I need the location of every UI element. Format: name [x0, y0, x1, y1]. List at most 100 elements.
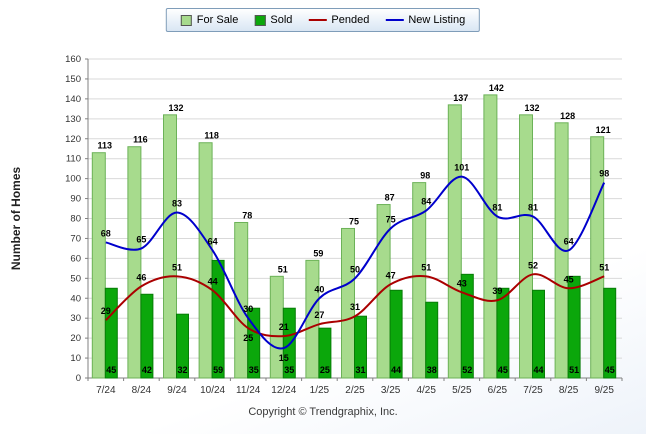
pended-value-label: 39 [492, 286, 502, 296]
new-listing-value-label: 64 [564, 236, 574, 246]
sold-value-label: 38 [427, 365, 437, 375]
pended-value-label: 27 [314, 310, 324, 320]
pended-value-label: 46 [136, 272, 146, 282]
y-tick-label: 110 [66, 154, 81, 165]
y-axis-title: Number of Homes [9, 167, 23, 271]
pended-value-label: 29 [101, 306, 111, 316]
new-listing-value-label: 68 [101, 228, 111, 238]
x-axis-label: 12/24 [271, 385, 296, 396]
for-sale-value-label: 75 [349, 216, 359, 226]
y-tick-label: 130 [65, 114, 81, 125]
new-listing-line [105, 175, 606, 350]
x-axis-label: 10/24 [200, 385, 225, 396]
sold-bar [389, 289, 403, 379]
sold-value-label: 45 [498, 365, 508, 375]
legend-label-for-sale: For Sale [196, 14, 239, 26]
x-axis-label: 2/25 [345, 385, 365, 396]
new-listing-value-label: 65 [136, 234, 146, 244]
x-axis-label: 8/24 [132, 385, 152, 396]
sold-value-label: 25 [320, 365, 330, 375]
y-tick-label: 160 [65, 54, 81, 65]
pended-line [105, 273, 605, 338]
x-axis-label: 3/25 [381, 385, 401, 396]
sold-value-label: 35 [284, 365, 294, 375]
for-sale-bar [91, 152, 106, 379]
legend-label-pended: Pended [331, 14, 370, 26]
sold-value-label: 44 [533, 365, 543, 375]
sold-value-label: 32 [177, 365, 187, 375]
legend-item-new-listing: New Listing [385, 14, 465, 26]
sold-value-label: 35 [249, 365, 259, 375]
pended-value-label: 45 [564, 274, 574, 284]
pended-line-swatch-icon [308, 19, 327, 21]
for-sale-value-label: 128 [560, 111, 575, 121]
for-sale-value-label: 142 [489, 83, 504, 93]
sold-value-label: 44 [391, 365, 401, 375]
for-sale-value-label: 113 [98, 141, 113, 151]
pended-value-label: 51 [599, 262, 609, 272]
for-sale-bar [447, 104, 462, 379]
new-listing-value-label: 15 [279, 353, 289, 363]
sold-swatch-icon [254, 14, 266, 26]
y-tick-label: 40 [70, 293, 81, 304]
sold-value-label: 45 [106, 365, 116, 375]
sold-bar [603, 287, 617, 379]
pended-value-label: 52 [528, 260, 538, 270]
y-tick-label: 50 [70, 273, 81, 284]
sold-bar [460, 273, 474, 379]
sold-value-label: 31 [355, 365, 365, 375]
new-listing-value-label: 84 [421, 197, 431, 207]
new-listing-value-label: 83 [172, 199, 182, 209]
sold-bar [496, 287, 510, 379]
x-axis-label: 11/24 [236, 385, 261, 396]
sold-value-label: 51 [569, 365, 579, 375]
for-sale-bar [519, 114, 533, 379]
new-listing-value-label: 75 [386, 214, 396, 224]
y-tick-label: 30 [70, 313, 81, 324]
for-sale-value-label: 137 [453, 93, 468, 103]
for-sale-value-label: 51 [278, 264, 288, 274]
for-sale-value-label: 78 [242, 210, 252, 220]
sold-bar [247, 307, 261, 379]
y-tick-label: 0 [76, 373, 81, 384]
x-axis-label: 9/24 [167, 385, 187, 396]
y-tick-label: 100 [65, 174, 81, 185]
sold-value-label: 52 [462, 365, 472, 375]
new-listing-value-label: 81 [528, 203, 538, 213]
y-tick-label: 90 [70, 194, 81, 205]
new-listing-value-label: 40 [314, 284, 324, 294]
for-sale-swatch-icon [180, 14, 192, 26]
for-sale-value-label: 87 [385, 193, 395, 203]
sold-bar [140, 293, 154, 379]
y-tick-label: 140 [65, 94, 81, 105]
y-tick-label: 120 [65, 134, 81, 145]
for-sale-value-label: 132 [524, 103, 539, 113]
copyright-text: Copyright © Trendgraphix, Inc. [248, 406, 398, 418]
legend-label-new-listing: New Listing [408, 14, 466, 26]
sold-bar [354, 315, 367, 379]
new-listing-value-label: 81 [492, 203, 502, 213]
for-sale-value-label: 116 [133, 135, 148, 145]
new-listing-value-label: 98 [599, 169, 609, 179]
new-listing-value-label: 101 [454, 163, 469, 173]
for-sale-bar [234, 221, 249, 379]
pended-value-label: 25 [243, 333, 253, 343]
x-axis-label: 4/25 [416, 385, 436, 396]
for-sale-value-label: 59 [313, 248, 323, 258]
new-listing-value-label: 64 [208, 236, 218, 246]
new-listing-value-label: 50 [350, 264, 360, 274]
sold-value-label: 42 [142, 365, 152, 375]
for-sale-bar [163, 114, 177, 379]
for-sale-bar [198, 142, 213, 379]
y-tick-label: 10 [70, 353, 81, 364]
for-sale-value-label: 132 [168, 103, 183, 113]
sold-bar [567, 275, 581, 379]
sold-bar [176, 313, 189, 379]
x-axis-label: 7/25 [523, 385, 543, 396]
pended-value-label: 31 [350, 302, 360, 312]
y-tick-label: 80 [70, 214, 81, 225]
for-sale-bar [341, 227, 355, 379]
new-listing-value-label: 30 [243, 304, 253, 314]
pended-value-label: 43 [457, 278, 467, 288]
